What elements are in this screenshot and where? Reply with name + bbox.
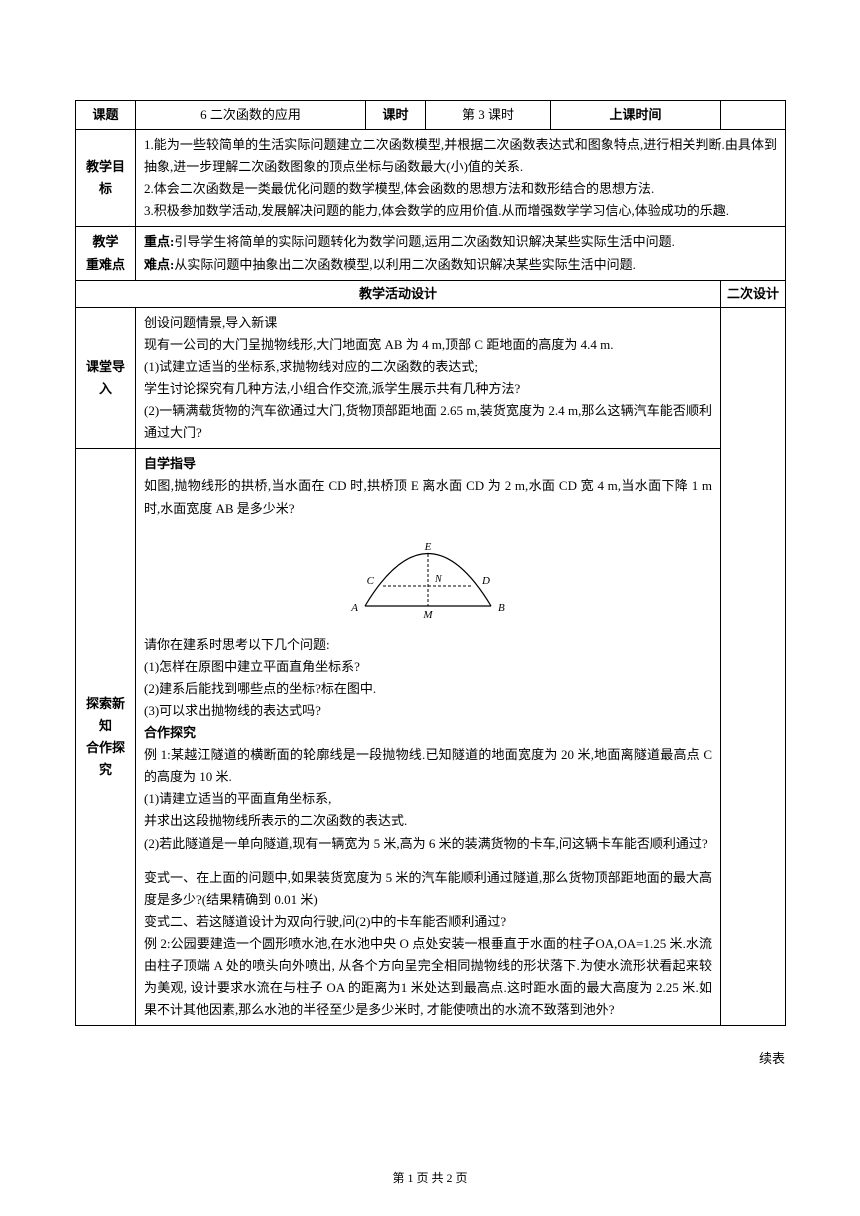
study-q2: (2)建系后能找到哪些点的坐标?标在图中. xyxy=(144,678,712,700)
page-number: 第 1 页 共 2 页 xyxy=(0,1168,860,1188)
difficulty-row: 教学 重难点 重点:引导学生将简单的实际问题转化为数学问题,运用二次函数知识解决… xyxy=(76,227,786,280)
lesson-plan-table: 课题 6 二次函数的应用 课时 第 3 课时 上课时间 教学目标 1.能为一些较… xyxy=(75,100,786,1026)
topic-value: 6 二次函数的应用 xyxy=(136,101,366,130)
key-text: 引导学生将简单的实际问题转化为数学问题,运用二次函数知识解决某些实际生活中问题. xyxy=(174,234,675,249)
activity-header: 教学活动设计 xyxy=(76,280,721,307)
study-p2: 请你在建系时思考以下几个问题: xyxy=(144,634,712,656)
study-q1: (1)怎样在原图中建立平面直角坐标系? xyxy=(144,656,712,678)
intro-p5: (2)一辆满载货物的汽车欲通过大门,货物顶部距地面 2.65 m,装货宽度为 2… xyxy=(144,400,712,444)
label-a: A xyxy=(350,602,358,614)
classtime-label: 上课时间 xyxy=(551,101,721,130)
label-d: D xyxy=(481,575,490,587)
coop-title: 合作探究 xyxy=(144,722,712,744)
hard-label: 难点: xyxy=(144,257,174,272)
goals-row: 教学目标 1.能为一些较简单的生活实际问题建立二次函数模型,并根据二次函数表达式… xyxy=(76,130,786,227)
intro-content: 创设问题情景,导入新课 现有一公司的大门呈抛物线形,大门地面宽 AB 为 4 m… xyxy=(136,307,721,449)
activity-header-row: 教学活动设计 二次设计 xyxy=(76,280,786,307)
classtime-value xyxy=(721,101,786,130)
explore-label: 探索新知 合作探究 xyxy=(76,449,136,1026)
ex1-p4: (2)若此隧道是一单向隧道,现有一辆宽为 5 米,高为 6 米的装满货物的卡车,… xyxy=(144,833,712,855)
study-p1: 如图,抛物线形的拱桥,当水面在 CD 时,拱桥顶 E 离水面 CD 为 2 m,… xyxy=(144,475,712,519)
label-e: E xyxy=(424,541,432,553)
ex1-p1: 例 1:某越江隧道的横断面的轮廓线是一段抛物线.已知隧道的地面宽度为 20 米,… xyxy=(144,744,712,788)
label-n: N xyxy=(434,574,443,585)
study-q3: (3)可以求出抛物线的表达式吗? xyxy=(144,700,712,722)
goals-label: 教学目标 xyxy=(76,130,136,227)
goals-text: 1.能为一些较简单的生活实际问题建立二次函数模型,并根据二次函数表达式和图象特点… xyxy=(136,130,786,227)
hard-text: 从实际问题中抽象出二次函数模型,以利用二次函数知识解决某些实际生活中问题. xyxy=(174,257,636,272)
label-m: M xyxy=(422,609,433,621)
ex2: 例 2:公园要建造一个圆形喷水池,在水池中央 O 点处安装一根垂直于水面的柱子O… xyxy=(144,933,712,1021)
intro-row: 课堂导入 创设问题情景,导入新课 现有一公司的大门呈抛物线形,大门地面宽 AB … xyxy=(76,307,786,449)
intro-label: 课堂导入 xyxy=(76,307,136,449)
ex1-v1: 变式一、在上面的问题中,如果装货宽度为 5 米的汽车能顺利通过隧道,那么货物顶部… xyxy=(144,867,712,911)
intro-p2: 现有一公司的大门呈抛物线形,大门地面宽 AB 为 4 m,顶部 C 距地面的高度… xyxy=(144,334,712,356)
label-c: C xyxy=(367,575,375,587)
period-value: 第 3 课时 xyxy=(426,101,551,130)
ex1-v2: 变式二、若这隧道设计为双向行驶,问(2)中的卡车能否顺利通过? xyxy=(144,911,712,933)
explore-row: 探索新知 合作探究 自学指导 如图,抛物线形的拱桥,当水面在 CD 时,拱桥顶 … xyxy=(76,449,786,1026)
period-label: 课时 xyxy=(366,101,426,130)
second-design-cell xyxy=(721,307,786,1026)
header-row: 课题 6 二次函数的应用 课时 第 3 课时 上课时间 xyxy=(76,101,786,130)
topic-label: 课题 xyxy=(76,101,136,130)
key-label: 重点: xyxy=(144,234,174,249)
intro-p3: (1)试建立适当的坐标系,求抛物线对应的二次函数的表达式; xyxy=(144,356,712,378)
explore-content: 自学指导 如图,抛物线形的拱桥,当水面在 CD 时,拱桥顶 E 离水面 CD 为… xyxy=(136,449,721,1026)
intro-p4: 学生讨论探究有几种方法,小组合作交流,派学生展示共有几种方法? xyxy=(144,378,712,400)
second-design-header: 二次设计 xyxy=(721,280,786,307)
difficulty-label: 教学 重难点 xyxy=(76,227,136,280)
ex1-p3: 并求出这段抛物线所表示的二次函数的表达式. xyxy=(144,810,712,832)
difficulty-text: 重点:引导学生将简单的实际问题转化为数学问题,运用二次函数知识解决某些实际生活中… xyxy=(136,227,786,280)
arch-diagram: E N C D A M B xyxy=(144,526,712,628)
label-b: B xyxy=(498,602,505,614)
ex1-p2: (1)请建立适当的平面直角坐标系, xyxy=(144,788,712,810)
parabola-diagram-svg: E N C D A M B xyxy=(343,526,513,621)
spacer xyxy=(144,855,712,867)
intro-p1: 创设问题情景,导入新课 xyxy=(144,312,712,334)
continue-note: 续表 xyxy=(75,1048,785,1070)
study-title: 自学指导 xyxy=(144,453,712,475)
